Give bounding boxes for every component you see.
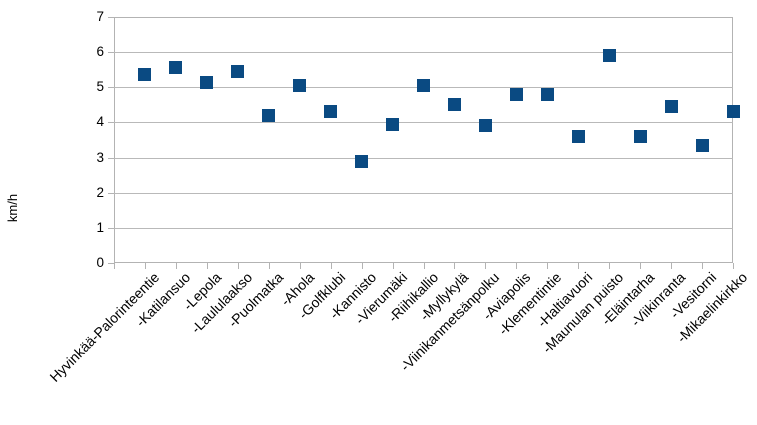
data-point <box>324 105 337 118</box>
x-axis-tick <box>424 263 425 269</box>
x-axis-tick <box>485 263 486 269</box>
x-axis-tick <box>300 263 301 269</box>
plot-area <box>114 17 733 263</box>
x-axis-tick <box>516 263 517 269</box>
x-axis-tick <box>733 263 734 269</box>
x-axis-tick <box>114 263 115 269</box>
x-axis-tick <box>671 263 672 269</box>
y-axis-tick-label: 6 <box>96 44 104 59</box>
x-axis-tick <box>393 263 394 269</box>
data-point <box>541 88 554 101</box>
data-point <box>169 61 182 74</box>
y-axis-tick-label: 4 <box>96 114 104 129</box>
y-axis-tick-label: 1 <box>96 220 104 235</box>
x-axis-tick <box>331 263 332 269</box>
x-axis-tick <box>238 263 239 269</box>
y-axis-tick-label: 7 <box>96 9 104 24</box>
y-axis-tick <box>108 17 114 18</box>
y-axis-title: km/h <box>5 193 20 223</box>
y-axis-tick-label: 3 <box>96 150 104 165</box>
y-axis-tick-label: 0 <box>96 255 104 270</box>
y-axis-tick <box>108 122 114 123</box>
data-point <box>727 105 740 118</box>
y-gridline <box>114 122 733 123</box>
x-axis-tick <box>578 263 579 269</box>
y-axis-tick <box>108 158 114 159</box>
data-point <box>634 130 647 143</box>
y-axis-tick <box>108 52 114 53</box>
data-point <box>696 139 709 152</box>
x-axis-tick <box>609 263 610 269</box>
data-point <box>510 88 523 101</box>
data-point <box>355 155 368 168</box>
x-axis-tick <box>702 263 703 269</box>
y-gridline <box>114 193 733 194</box>
data-point <box>293 79 306 92</box>
data-point <box>200 76 213 89</box>
y-gridline <box>114 158 733 159</box>
data-point <box>417 79 430 92</box>
x-axis-tick <box>362 263 363 269</box>
y-axis-tick <box>108 228 114 229</box>
y-gridline <box>114 52 733 53</box>
data-point <box>231 65 244 78</box>
y-axis-tick <box>108 193 114 194</box>
y-gridline <box>114 228 733 229</box>
data-point <box>603 49 616 62</box>
y-axis-tick-label: 2 <box>96 185 104 200</box>
data-point <box>386 118 399 131</box>
data-point <box>448 98 461 111</box>
data-point <box>665 100 678 113</box>
data-point <box>479 119 492 132</box>
data-point <box>262 109 275 122</box>
y-axis-tick <box>108 263 114 264</box>
y-axis-tick <box>108 87 114 88</box>
x-axis-tick <box>145 263 146 269</box>
x-axis-tick <box>269 263 270 269</box>
y-axis-tick-label: 5 <box>96 79 104 94</box>
x-axis-tick <box>207 263 208 269</box>
x-axis-tick <box>454 263 455 269</box>
x-axis-tick <box>547 263 548 269</box>
data-point <box>138 68 151 81</box>
x-axis-tick <box>176 263 177 269</box>
x-axis-tick <box>640 263 641 269</box>
data-point <box>572 130 585 143</box>
